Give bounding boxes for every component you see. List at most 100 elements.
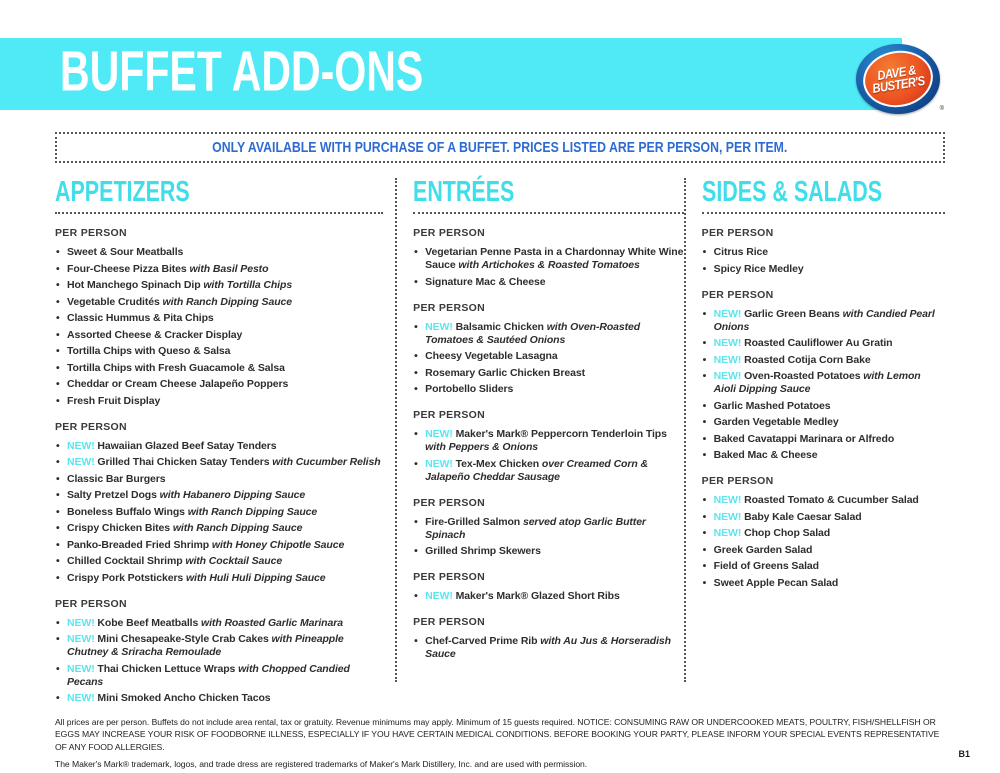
- menu-item-detail: with Tortilla Chips: [200, 279, 293, 291]
- menu-item: Salty Pretzel Dogs with Habanero Dipping…: [55, 489, 383, 502]
- menu-item-detail: with Huli Huli Dipping Sauce: [183, 571, 326, 584]
- menu-item-detail: with Ranch Dipping Sauce: [170, 522, 303, 534]
- menu-item-detail: with Habanero Dipping Sauce: [156, 489, 306, 501]
- menu-item: Baked Mac & Cheese: [702, 449, 945, 462]
- menu-item-detail: with Chopped Candied Pecans: [67, 662, 350, 688]
- new-badge: NEW!: [713, 370, 745, 382]
- new-badge: NEW!: [67, 616, 98, 629]
- menu-item: Boneless Buffalo Wings with Ranch Dippin…: [55, 506, 383, 519]
- new-badge: NEW!: [713, 337, 745, 349]
- menu-item-name: Boneless Buffalo Wings: [67, 505, 185, 518]
- menu-item-name: Cheesy Vegetable Lasagna: [425, 350, 558, 362]
- menu-item-detail: with Roasted Garlic Marinara: [198, 616, 343, 629]
- menu-item-name: Panko-Breaded Fried Shrimp: [67, 538, 210, 551]
- menu-item: NEW! Tex-Mex Chicken over Creamed Corn &…: [413, 458, 684, 484]
- menu-item-name: Citrus Rice: [713, 246, 769, 258]
- menu-item-name: Garden Vegetable Medley: [713, 416, 839, 428]
- menu-item: Fire-Grilled Salmon served atop Garlic B…: [413, 516, 684, 542]
- menu-item: NEW! Garlic Green Beans with Candied Pea…: [702, 308, 945, 334]
- menu-item: Garden Vegetable Medley: [702, 416, 945, 429]
- new-badge: NEW!: [425, 457, 456, 470]
- column-title-rule: [701, 212, 945, 214]
- new-badge: NEW!: [67, 662, 98, 675]
- new-badge: NEW!: [425, 320, 456, 333]
- column-title-rule: [55, 212, 384, 214]
- menu-item: Tortilla Chips with Queso & Salsa: [55, 345, 383, 358]
- new-badge: NEW!: [67, 692, 98, 704]
- menu-item-name: Field of Greens Salad: [713, 560, 819, 572]
- per-person-label: PER PERSON: [55, 227, 127, 239]
- menu-item: Greek Garden Salad: [702, 544, 945, 557]
- menu-item-name: Roasted Tomato & Cucumber Salad: [744, 494, 919, 506]
- new-badge: NEW!: [67, 456, 98, 468]
- menu-item-name: Sweet Apple Pecan Salad: [713, 576, 839, 589]
- new-badge: NEW!: [713, 527, 745, 539]
- menu-item-detail: with Artichokes & Roasted Tomatoes: [455, 259, 640, 271]
- menu-item-name: Roasted Cauliflower Au Gratin: [744, 337, 893, 349]
- menu-item: Field of Greens Salad: [702, 560, 945, 573]
- menu-item: Cheesy Vegetable Lasagna: [413, 350, 684, 363]
- menu-item-name: Fire-Grilled Salmon: [425, 515, 521, 528]
- menu-item-name: Oven-Roasted Potatoes: [744, 370, 861, 382]
- per-person-label: PER PERSON: [413, 571, 486, 583]
- menu-item: Citrus Rice: [702, 246, 945, 259]
- menu-item-name: Classic Bar Burgers: [67, 472, 166, 485]
- menu-item-name: Vegetable Crudités: [67, 295, 160, 308]
- availability-notice: ONLY AVAILABLE WITH PURCHASE OF A BUFFET…: [55, 132, 945, 163]
- menu-item: Crispy Pork Potstickers with Huli Huli D…: [55, 572, 383, 585]
- menu-item: Sweet Apple Pecan Salad: [702, 577, 945, 590]
- per-person-label: PER PERSON: [413, 616, 486, 628]
- menu-item-name: Baby Kale Caesar Salad: [744, 510, 862, 523]
- menu-item-detail: with Au Jus & Horseradish Sauce: [425, 635, 671, 660]
- per-person-label: PER PERSON: [701, 288, 774, 301]
- menu-item: NEW! Roasted Cotija Corn Bake: [702, 354, 945, 367]
- menu-item: Four-Cheese Pizza Bites with Basil Pesto: [55, 263, 383, 276]
- menu-item: Crispy Chicken Bites with Ranch Dipping …: [55, 522, 383, 535]
- menu-item: NEW! Mini Chesapeake-Style Crab Cakes wi…: [55, 633, 383, 659]
- menu-item: Cheddar or Cream Cheese Jalapeño Poppers: [55, 378, 383, 391]
- menu-item-detail: over Creamed Corn & Jalapeño Cheddar Sau…: [425, 457, 648, 483]
- footer-disclaimer: All prices are per person. Buffets do no…: [55, 717, 940, 752]
- footer-trademark: The Maker's Mark® trademark, logos, and …: [55, 759, 588, 770]
- footer: All prices are per person. Buffets do no…: [55, 716, 945, 771]
- menu-item-name: Chop Chop Salad: [744, 527, 831, 539]
- menu-item: NEW! Chop Chop Salad: [702, 527, 945, 540]
- logo-badge: DAVE & BUSTER'S: [859, 45, 937, 113]
- menu-item-name: Rosemary Garlic Chicken Breast: [425, 366, 585, 379]
- menu-item-detail: with Ranch Dipping Sauce: [159, 295, 293, 308]
- menu-item-name: Garlic Green Beans: [744, 307, 840, 320]
- page-banner: BUFFET ADD-ONS: [0, 38, 902, 110]
- menu-item: NEW! Maker's Mark® Peppercorn Tenderloin…: [413, 428, 684, 454]
- menu-item-detail: with Peppers & Onions: [425, 441, 539, 453]
- registered-mark-icon: ®: [939, 106, 944, 112]
- menu-item-detail: with Lemon Aioli Dipping Sauce: [713, 370, 921, 395]
- menu-item-name: Baked Cavatappi Marinara or Alfredo: [713, 432, 895, 445]
- menu-item-name: Grilled Shrimp Skewers: [425, 545, 541, 557]
- column-title-entrees: ENTRÉES: [413, 176, 515, 208]
- page-number: B1: [958, 749, 970, 759]
- menu-item: Vegetable Crudités with Ranch Dipping Sa…: [55, 296, 383, 309]
- menu-item-name: Maker's Mark® Peppercorn Tenderloin Tips: [455, 428, 667, 440]
- per-person-label: PER PERSON: [413, 409, 486, 421]
- menu-item: NEW! Kobe Beef Meatballs with Roasted Ga…: [55, 617, 383, 630]
- column-title-sides: SIDES & SALADS: [701, 176, 882, 208]
- menu-item-name: Fresh Fruit Display: [67, 394, 161, 407]
- menu-item: Spicy Rice Medley: [702, 263, 945, 276]
- page-title: BUFFET ADD-ONS: [60, 39, 424, 104]
- menu-item: Grilled Shrimp Skewers: [413, 545, 684, 558]
- menu-item-detail: with Ranch Dipping Sauce: [184, 505, 318, 518]
- menu-item-name: Mini Smoked Ancho Chicken Tacos: [97, 692, 271, 704]
- menu-item-name: Grilled Thai Chicken Satay Tenders: [97, 456, 270, 468]
- menu-item-detail: with Cucumber Relish: [269, 456, 381, 468]
- menu-item-name: Salty Pretzel Dogs: [67, 489, 157, 501]
- menu-item: Tortilla Chips with Fresh Guacamole & Sa…: [55, 362, 383, 375]
- per-person-label: PER PERSON: [55, 420, 127, 433]
- menu-item-name: Balsamic Chicken: [455, 320, 544, 333]
- menu-item: NEW! Mini Smoked Ancho Chicken Tacos: [55, 692, 383, 705]
- menu-item: NEW! Grilled Thai Chicken Satay Tenders …: [55, 456, 383, 469]
- menu-item-name: Kobe Beef Meatballs: [97, 616, 199, 629]
- new-badge: NEW!: [67, 439, 98, 452]
- availability-notice-text: ONLY AVAILABLE WITH PURCHASE OF A BUFFET…: [212, 139, 788, 156]
- menu-item: NEW! Oven-Roasted Potatoes with Lemon Ai…: [702, 370, 945, 396]
- column-title-appetizers: APPETIZERS: [55, 176, 190, 208]
